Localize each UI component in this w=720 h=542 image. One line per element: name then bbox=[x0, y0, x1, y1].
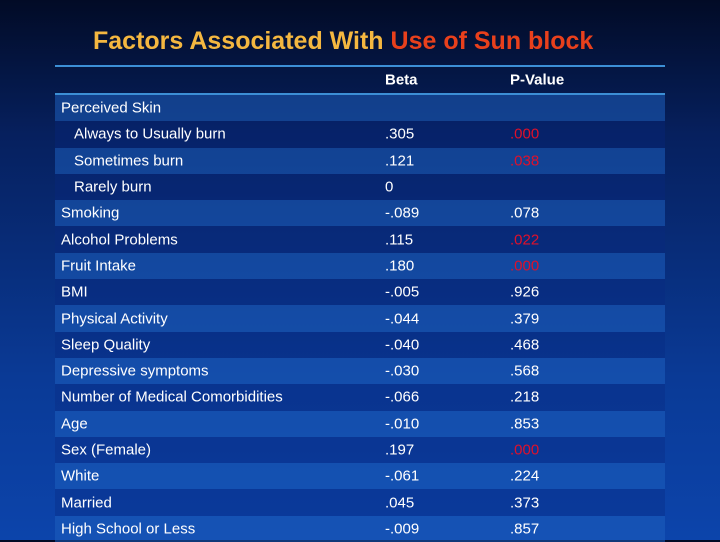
factor-cell: White bbox=[61, 467, 100, 485]
p-value-cell: .568 bbox=[510, 362, 540, 380]
factor-cell: Sex (Female) bbox=[61, 441, 152, 459]
beta-cell: -.061 bbox=[385, 467, 420, 485]
p-value-cell: .022 bbox=[510, 231, 540, 249]
p-value-cell: .000 bbox=[510, 125, 540, 143]
table-row: Sex (Female) .197 .000 bbox=[55, 436, 665, 464]
table-header: Beta P-Value bbox=[55, 65, 665, 95]
table-row: Perceived Skin bbox=[55, 95, 665, 122]
factor-cell: Alcohol Problems bbox=[61, 231, 178, 249]
factor-cell: Smoking bbox=[61, 204, 120, 222]
p-value-cell: .078 bbox=[510, 204, 540, 222]
factor-cell: Depressive symptoms bbox=[61, 362, 209, 380]
p-value-cell: .038 bbox=[510, 152, 540, 170]
table-row: Depressive symptoms -.030 .568 bbox=[55, 357, 665, 385]
p-value-cell: .857 bbox=[510, 520, 540, 538]
results-table: Beta P-Value Perceived Skin Always to Usu… bbox=[55, 65, 665, 542]
beta-cell: .121 bbox=[385, 152, 415, 170]
slide-title: Factors Associated With Use of Sun block bbox=[93, 27, 593, 56]
factor-cell: Sleep Quality bbox=[61, 336, 151, 354]
beta-cell: -.010 bbox=[385, 415, 420, 433]
beta-cell: 0 bbox=[385, 178, 394, 196]
beta-cell: .045 bbox=[385, 494, 415, 512]
p-value-cell: .000 bbox=[510, 257, 540, 275]
table-row: Alcohol Problems .115 .022 bbox=[55, 226, 665, 253]
table-row: Age -.010 .853 bbox=[55, 410, 665, 437]
beta-cell: -.040 bbox=[385, 336, 420, 354]
beta-cell: -.030 bbox=[385, 362, 420, 380]
table-row: White -.061 .224 bbox=[55, 463, 665, 490]
factor-cell: BMI bbox=[61, 283, 88, 301]
beta-cell: -.005 bbox=[385, 283, 420, 301]
table-row: Sleep Quality -.040 .468 bbox=[55, 331, 665, 358]
table-row: Physical Activity -.044 .379 bbox=[55, 305, 665, 332]
p-value-cell: .379 bbox=[510, 310, 540, 328]
factor-cell: Married bbox=[61, 494, 112, 512]
beta-cell: .115 bbox=[385, 231, 414, 249]
table-row: Sometimes burn .121 .038 bbox=[55, 147, 665, 174]
header-beta: Beta bbox=[385, 71, 418, 89]
p-value-cell: .218 bbox=[510, 388, 540, 406]
factor-cell: Number of Medical Comorbidities bbox=[61, 388, 283, 406]
p-value-cell: .468 bbox=[510, 336, 540, 354]
header-p-value: P-Value bbox=[510, 71, 565, 89]
beta-cell: -.009 bbox=[385, 520, 420, 538]
table-row: Always to Usually burn .305 .000 bbox=[55, 121, 665, 148]
table-row: BMI -.005 .926 bbox=[55, 279, 665, 306]
beta-cell: .305 bbox=[385, 125, 415, 143]
factor-cell: Always to Usually burn bbox=[74, 125, 226, 143]
beta-cell: -.044 bbox=[385, 310, 420, 328]
factor-cell: Physical Activity bbox=[61, 310, 168, 328]
beta-cell: .197 bbox=[385, 441, 415, 459]
beta-cell: -.066 bbox=[385, 388, 420, 406]
p-value-cell: .853 bbox=[510, 415, 540, 433]
p-value-cell: .373 bbox=[510, 494, 540, 512]
table-row: High School or Less -.009 .857 bbox=[55, 515, 665, 542]
p-value-cell: .926 bbox=[510, 283, 540, 301]
table-row: Number of Medical Comorbidities -.066 .218 bbox=[55, 384, 665, 411]
factor-cell: High School or Less bbox=[61, 520, 196, 538]
beta-cell: -.089 bbox=[385, 204, 420, 222]
table-row: Married .045 .373 bbox=[55, 489, 665, 516]
title-main: Factors Associated With bbox=[93, 27, 391, 55]
factor-cell: Sometimes burn bbox=[74, 152, 184, 170]
factor-cell: Perceived Skin bbox=[61, 99, 162, 117]
title-accent: Use of Sun block bbox=[390, 27, 594, 55]
table-row: Rarely burn 0 bbox=[55, 173, 665, 201]
p-value-cell: .224 bbox=[510, 467, 540, 485]
table-row: Fruit Intake .180 .000 bbox=[55, 252, 665, 280]
p-value-cell: .000 bbox=[510, 441, 540, 459]
factor-cell: Fruit Intake bbox=[61, 257, 137, 275]
factor-cell: Rarely burn bbox=[74, 178, 152, 196]
table-row: Smoking -.089 .078 bbox=[55, 200, 665, 227]
beta-cell: .180 bbox=[385, 257, 415, 275]
factor-cell: Age bbox=[61, 415, 88, 433]
